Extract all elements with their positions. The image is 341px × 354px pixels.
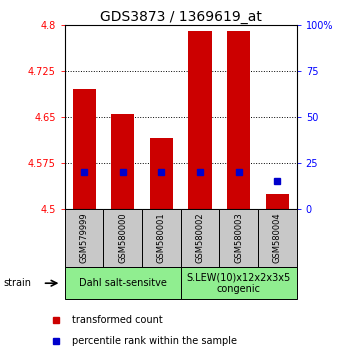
Text: S.LEW(10)x12x2x3x5
congenic: S.LEW(10)x12x2x3x5 congenic — [187, 272, 291, 294]
Bar — [181, 267, 297, 299]
Bar — [142, 209, 181, 267]
Bar — [150, 138, 173, 209]
Bar — [103, 209, 142, 267]
Bar — [111, 114, 134, 209]
Text: GSM579999: GSM579999 — [79, 213, 89, 263]
Text: GSM580002: GSM580002 — [195, 213, 205, 263]
Bar — [65, 209, 103, 267]
Bar — [65, 267, 181, 299]
Bar — [189, 31, 212, 209]
Text: GSM580003: GSM580003 — [234, 213, 243, 263]
Text: percentile rank within the sample: percentile rank within the sample — [72, 336, 237, 346]
Bar — [73, 89, 96, 209]
Bar — [227, 31, 250, 209]
Bar — [258, 209, 297, 267]
Text: Dahl salt-sensitve: Dahl salt-sensitve — [79, 278, 167, 288]
Title: GDS3873 / 1369619_at: GDS3873 / 1369619_at — [100, 10, 262, 24]
Text: GSM580001: GSM580001 — [157, 213, 166, 263]
Text: transformed count: transformed count — [72, 315, 162, 325]
Text: GSM580004: GSM580004 — [273, 213, 282, 263]
Bar — [266, 194, 289, 209]
Text: GSM580000: GSM580000 — [118, 213, 127, 263]
Text: strain: strain — [3, 278, 31, 288]
Bar — [181, 209, 219, 267]
Bar — [219, 209, 258, 267]
